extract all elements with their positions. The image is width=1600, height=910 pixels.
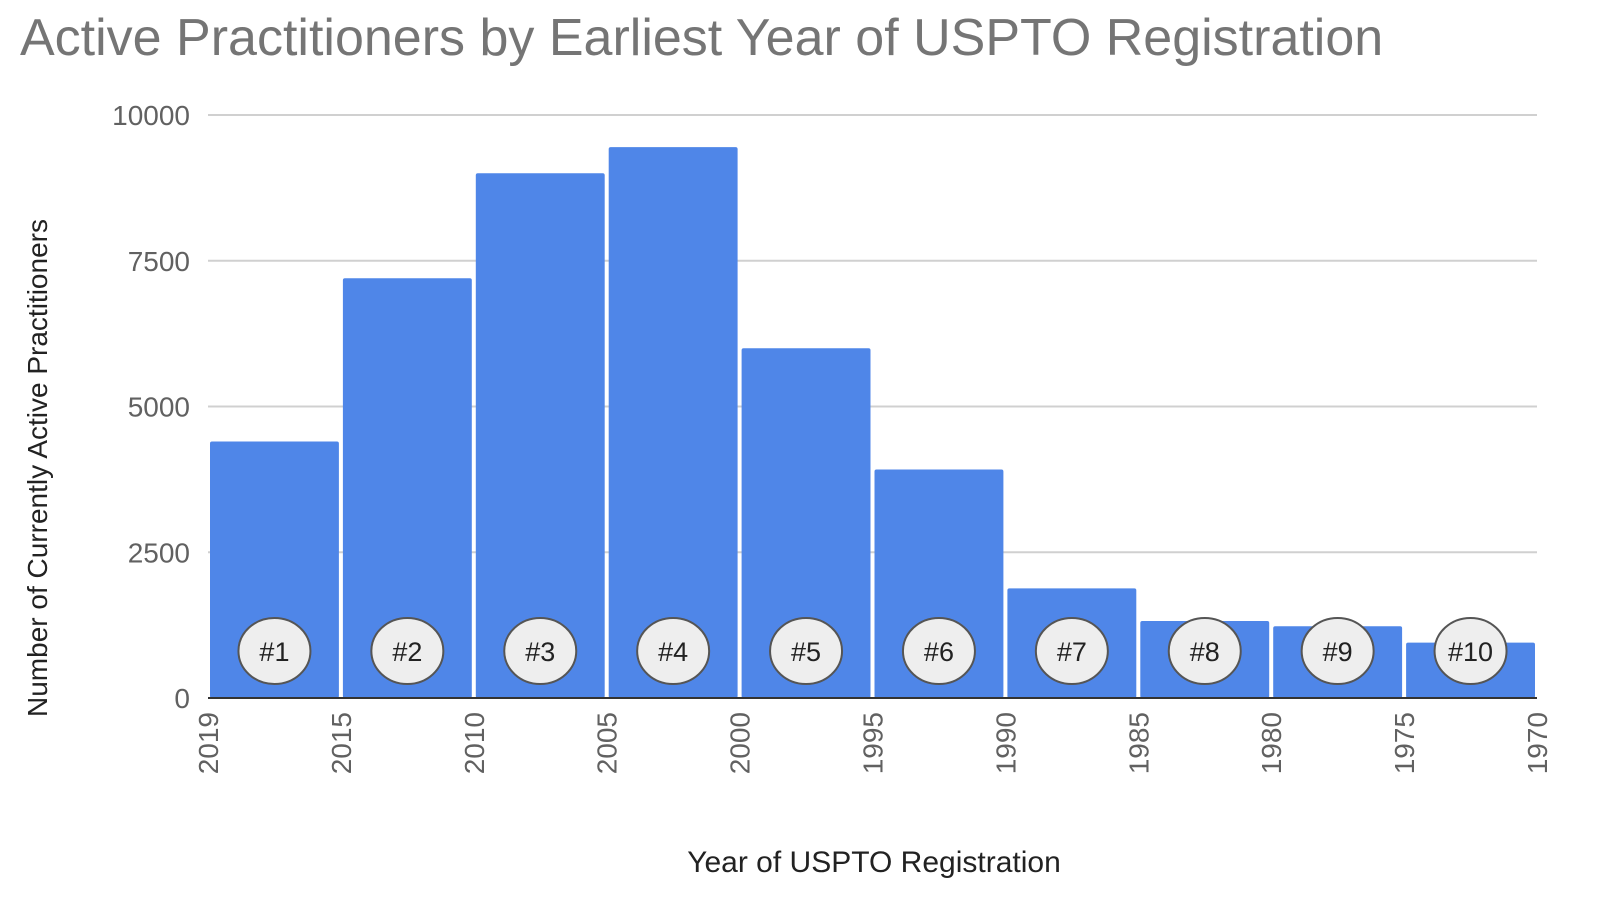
- rank-badge-label: #9: [1323, 637, 1353, 667]
- x-tick-label: 1970: [1522, 712, 1553, 774]
- x-tick-label: 1995: [858, 712, 889, 774]
- x-tick-label: 2010: [459, 712, 490, 774]
- x-axis-label: Year of USPTO Registration: [687, 846, 1061, 879]
- bar: [608, 147, 738, 698]
- x-tick-label: 1975: [1389, 712, 1420, 774]
- bar: [741, 348, 871, 698]
- chart-title: Active Practitioners by Earliest Year of…: [20, 9, 1384, 67]
- rank-badge-label: #1: [259, 637, 289, 667]
- x-tick-label: 2015: [326, 712, 357, 774]
- rank-badge-label: #3: [525, 637, 555, 667]
- rank-badge: [1433, 617, 1508, 685]
- rank-badge: [1300, 617, 1375, 685]
- y-tick-label: 0: [174, 683, 190, 714]
- rank-badge: [769, 617, 844, 685]
- rank-badge: [503, 617, 578, 685]
- bar: [210, 441, 339, 698]
- rank-badge-label: #2: [392, 637, 422, 667]
- x-tick-label: 2000: [725, 712, 756, 774]
- rank-badge: [636, 617, 711, 685]
- x-tick-label: 1990: [990, 712, 1021, 774]
- rank-badge: [1167, 617, 1242, 685]
- x-tick-label: 2005: [592, 712, 623, 774]
- rank-badge-label: #10: [1448, 637, 1493, 667]
- x-tick-label: 1985: [1123, 712, 1154, 774]
- bar: [342, 278, 472, 698]
- y-tick-label: 5000: [128, 392, 190, 423]
- rank-badge-label: #5: [791, 637, 821, 667]
- rank-badge-label: #7: [1057, 637, 1087, 667]
- y-tick-label: 2500: [128, 537, 190, 568]
- y-tick-label: 10000: [112, 100, 190, 131]
- rank-badge: [1034, 617, 1109, 685]
- x-tick-label: 2019: [193, 712, 224, 774]
- rank-badge: [237, 617, 312, 685]
- x-tick-label: 1980: [1256, 712, 1287, 774]
- rank-badge-label: #8: [1190, 637, 1220, 667]
- y-tick-label: 7500: [128, 246, 190, 277]
- rank-badge: [901, 617, 976, 685]
- rank-badge-label: #6: [924, 637, 954, 667]
- bar: [475, 173, 605, 699]
- rank-badge-label: #4: [658, 637, 688, 667]
- rank-badge: [370, 617, 445, 685]
